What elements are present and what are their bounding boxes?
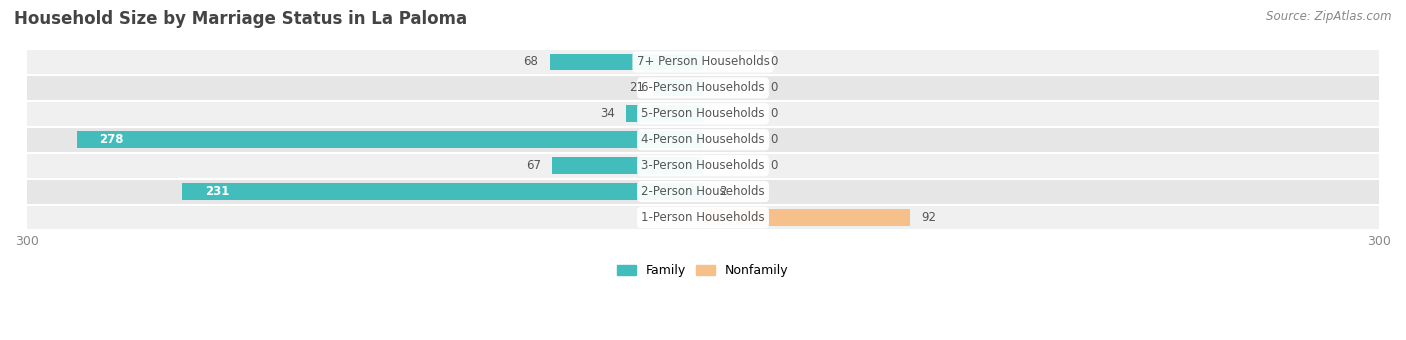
Bar bbox=[183, 183, 703, 200]
Text: 21: 21 bbox=[630, 81, 644, 95]
Text: 92: 92 bbox=[921, 211, 936, 224]
Text: 231: 231 bbox=[205, 185, 229, 198]
Text: 7+ Person Households: 7+ Person Households bbox=[637, 55, 769, 68]
Bar bbox=[27, 127, 1379, 153]
Bar bbox=[27, 101, 1379, 127]
Bar bbox=[27, 205, 1379, 231]
Text: 1-Person Households: 1-Person Households bbox=[641, 211, 765, 224]
Text: 0: 0 bbox=[770, 55, 778, 68]
Text: 0: 0 bbox=[770, 81, 778, 95]
Bar bbox=[553, 157, 703, 174]
Bar bbox=[655, 80, 703, 96]
Text: 4-Person Households: 4-Person Households bbox=[641, 133, 765, 146]
Bar bbox=[27, 75, 1379, 101]
Bar bbox=[627, 105, 703, 122]
Text: Household Size by Marriage Status in La Paloma: Household Size by Marriage Status in La … bbox=[14, 10, 467, 28]
Bar bbox=[703, 209, 910, 226]
Text: 67: 67 bbox=[526, 159, 541, 172]
Bar bbox=[703, 183, 707, 200]
Text: 6-Person Households: 6-Person Households bbox=[641, 81, 765, 95]
Text: 2: 2 bbox=[718, 185, 727, 198]
Text: 34: 34 bbox=[600, 107, 614, 120]
Text: Source: ZipAtlas.com: Source: ZipAtlas.com bbox=[1267, 10, 1392, 23]
Text: 5-Person Households: 5-Person Households bbox=[641, 107, 765, 120]
Text: 68: 68 bbox=[523, 55, 538, 68]
Text: 278: 278 bbox=[98, 133, 124, 146]
Bar bbox=[27, 49, 1379, 75]
Bar bbox=[76, 131, 703, 148]
Bar bbox=[27, 178, 1379, 205]
Text: 0: 0 bbox=[770, 107, 778, 120]
Bar bbox=[550, 53, 703, 70]
Text: 0: 0 bbox=[770, 159, 778, 172]
Text: 0: 0 bbox=[770, 133, 778, 146]
Text: 2-Person Households: 2-Person Households bbox=[641, 185, 765, 198]
Bar bbox=[27, 153, 1379, 178]
Legend: Family, Nonfamily: Family, Nonfamily bbox=[612, 259, 794, 282]
Text: 3-Person Households: 3-Person Households bbox=[641, 159, 765, 172]
